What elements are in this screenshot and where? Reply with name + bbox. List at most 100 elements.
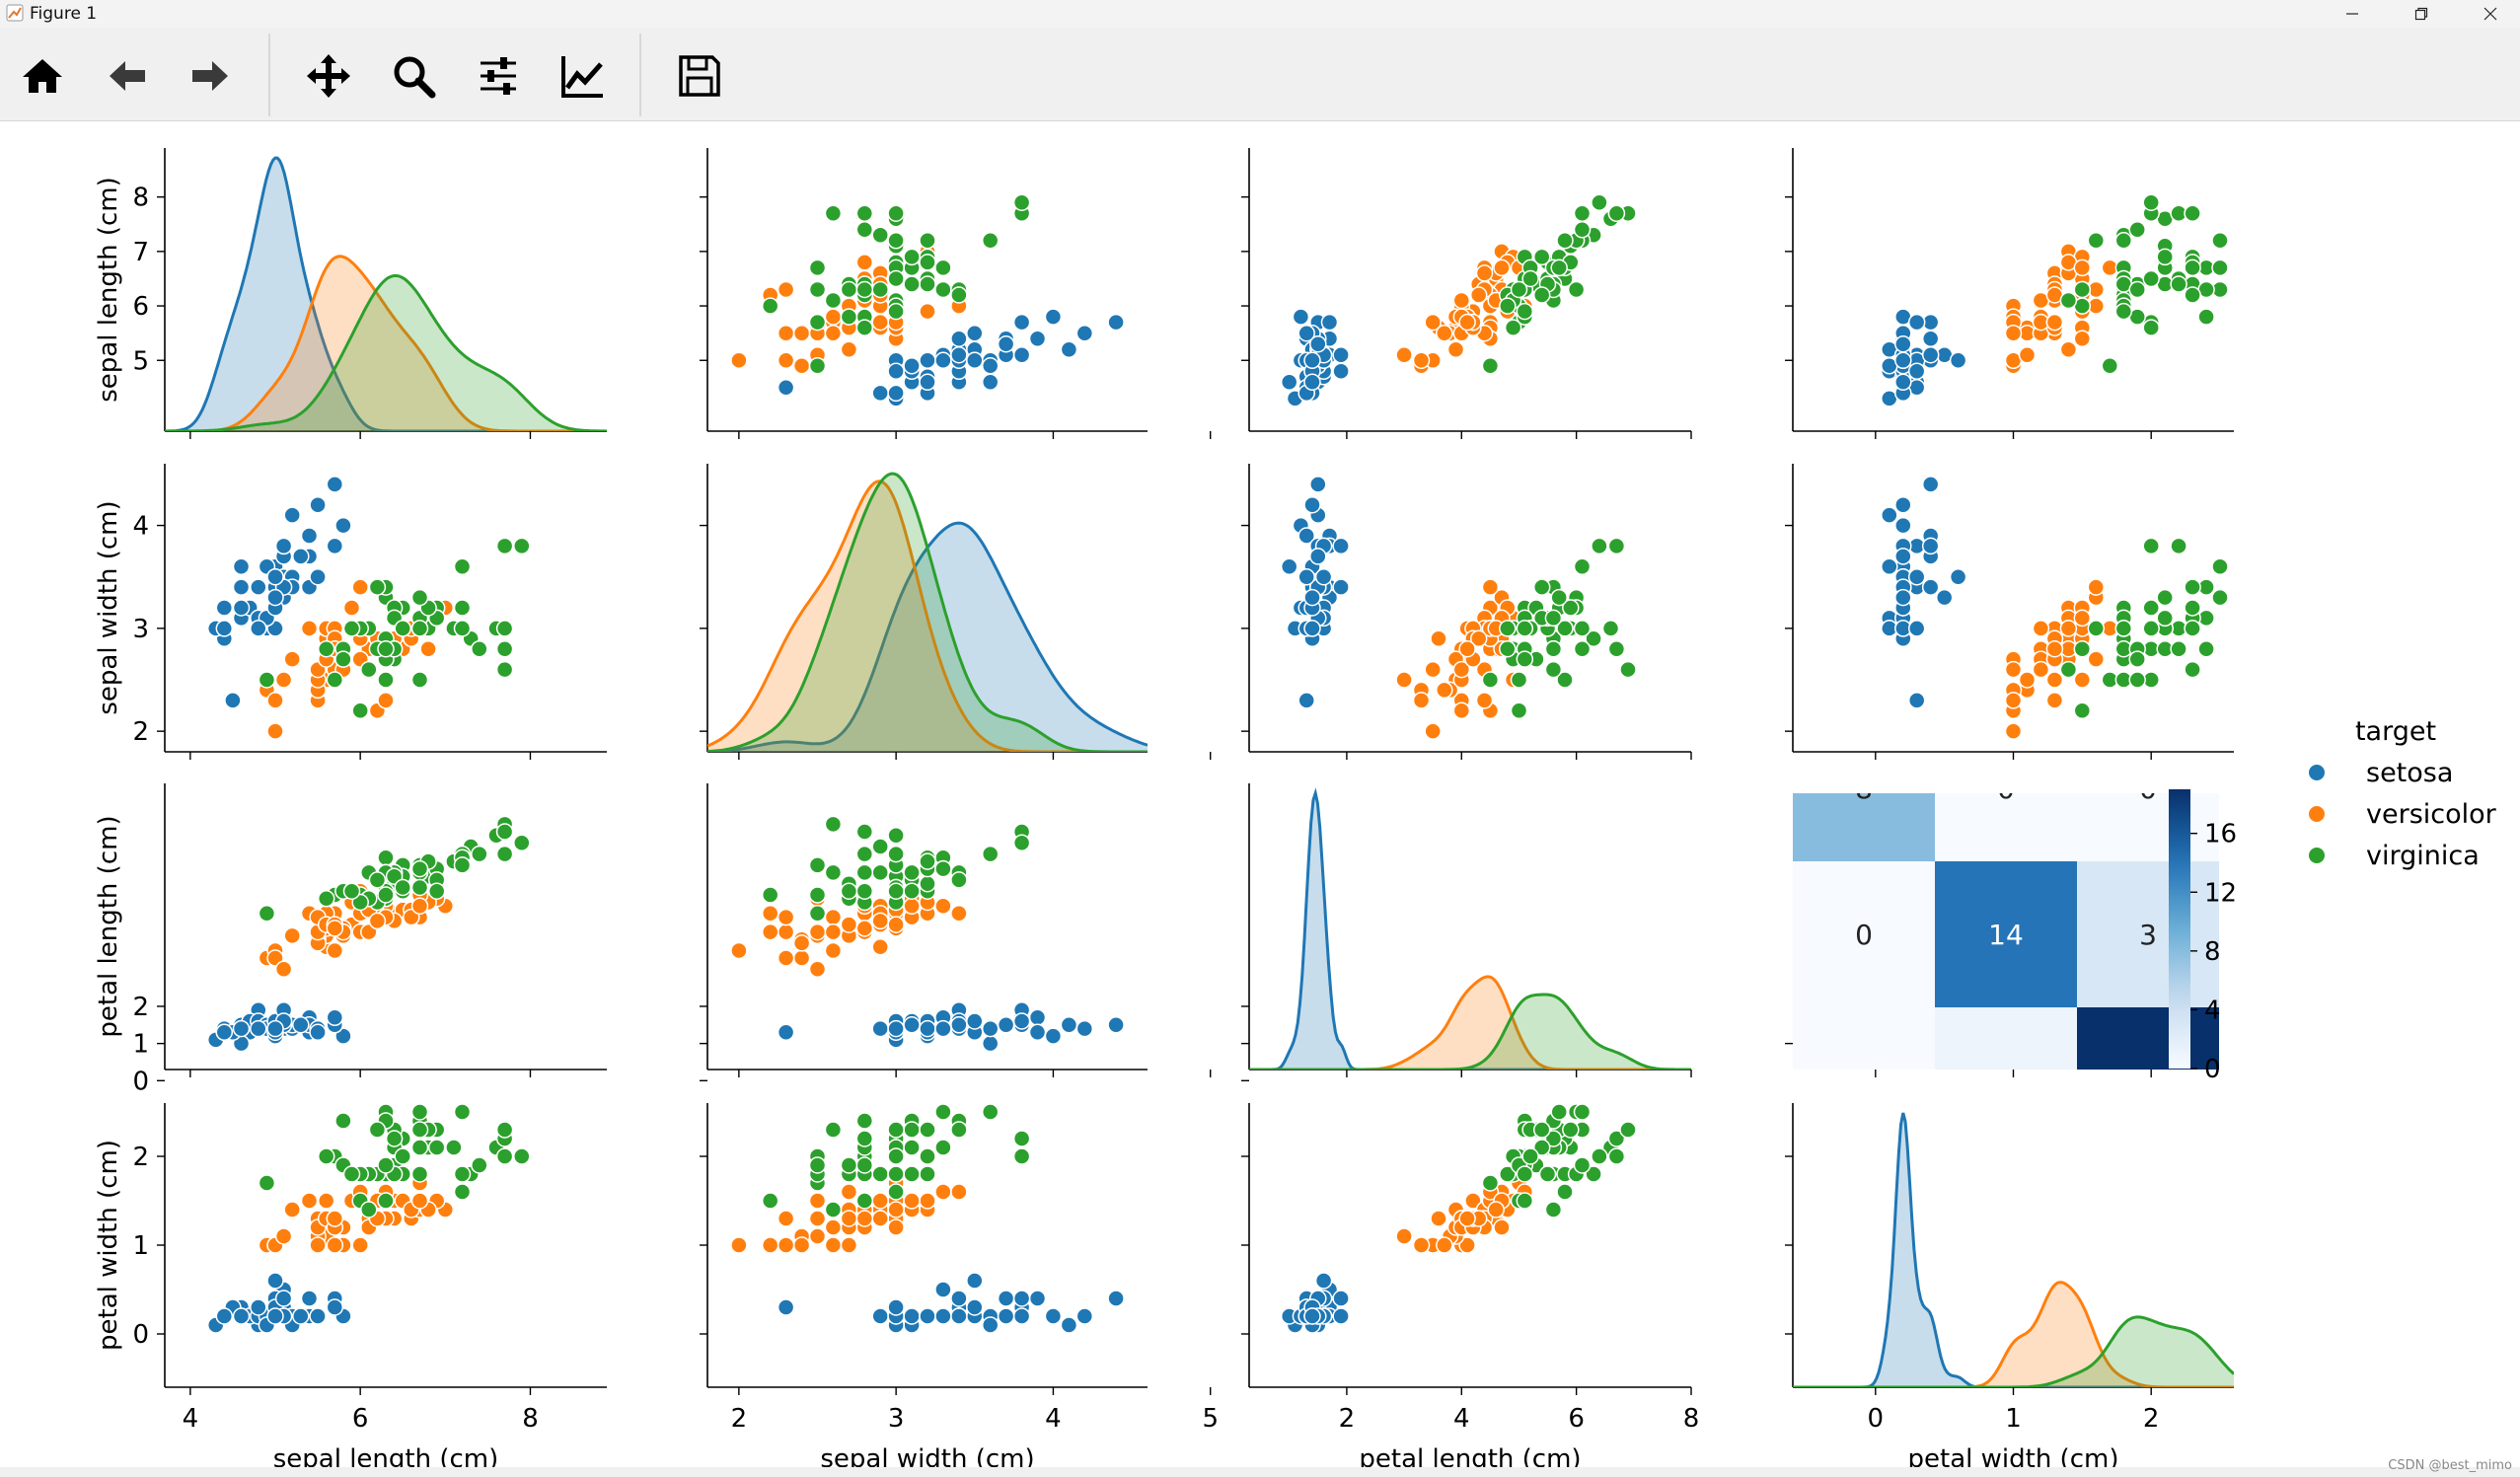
scatter-point-virginica xyxy=(1521,1147,1539,1165)
heatmap-value: 0 xyxy=(2139,773,2157,805)
save-button[interactable] xyxy=(669,45,730,107)
scatter-point-versicolor xyxy=(792,357,811,375)
scatter-point-virginica xyxy=(2128,280,2146,299)
scatter-point-virginica xyxy=(453,620,472,637)
scatter-point-virginica xyxy=(950,1121,968,1139)
scatter-point-versicolor xyxy=(824,308,843,326)
scatter-point-virginica xyxy=(1607,204,1626,222)
scatter-point-virginica xyxy=(1481,671,1500,689)
scatter-point-virginica xyxy=(360,1201,378,1219)
scatter-point-versicolor xyxy=(1458,313,1476,332)
scatter-point-virginica xyxy=(887,1121,905,1139)
scatter-point-setosa xyxy=(1332,1307,1350,1325)
back-button[interactable] xyxy=(97,45,158,107)
scatter-point-virginica xyxy=(1510,702,1528,720)
heatmap: 8 0 0 0 14 3 0 1 19 xyxy=(1793,773,2219,1097)
scatter-point-virginica xyxy=(1012,834,1031,852)
scatter-point-versicolor xyxy=(855,254,874,271)
scatter-point-setosa xyxy=(1280,373,1298,392)
scatter-point-setosa xyxy=(292,548,310,565)
scatter-point-setosa xyxy=(250,1019,267,1038)
scatter-point-virginica xyxy=(950,286,968,304)
scatter-point-virginica xyxy=(761,886,779,904)
scatter-point-virginica xyxy=(1544,609,1563,628)
scatter-point-virginica xyxy=(808,856,827,874)
scatter-point-virginica xyxy=(394,1147,411,1165)
scatter-plot xyxy=(1280,193,1637,407)
scatter-point-versicolor xyxy=(2004,660,2023,679)
scatter-point-versicolor xyxy=(2032,660,2050,679)
scatter-point-versicolor xyxy=(2004,722,2023,740)
restore-button[interactable] xyxy=(2392,0,2451,28)
scatter-point-versicolor xyxy=(300,620,319,637)
scatter-point-versicolor xyxy=(419,639,437,658)
scatter-point-virginica xyxy=(1499,620,1517,637)
scatter-point-virginica xyxy=(1607,537,1626,555)
scatter-point-versicolor xyxy=(351,1236,369,1254)
scatter-point-versicolor xyxy=(1458,639,1476,658)
scatter-point-versicolor xyxy=(1469,629,1488,648)
scatter-point-virginica xyxy=(410,878,429,897)
scatter-point-versicolor xyxy=(824,1236,843,1254)
scatter-point-virginica xyxy=(342,882,361,900)
minimize-button[interactable] xyxy=(2323,0,2382,28)
scatter-point-versicolor xyxy=(840,916,858,933)
heatmap-value: 1 xyxy=(1997,1065,2015,1097)
scatter-point-versicolor xyxy=(274,1227,293,1245)
scatter-point-setosa xyxy=(266,567,284,586)
scatter-point-virginica xyxy=(761,297,779,315)
scatter-point-virginica xyxy=(1585,629,1602,648)
x-tick-label: 4 xyxy=(1045,1404,1062,1434)
scatter-point-versicolor xyxy=(300,1192,319,1210)
scatter-point-virginica xyxy=(394,878,411,897)
scatter-point-virginica xyxy=(258,905,276,923)
scatter-point-setosa xyxy=(1894,516,1912,535)
scatter-point-virginica xyxy=(2184,599,2201,617)
scatter-point-setosa xyxy=(903,1016,921,1034)
scatter-point-setosa xyxy=(274,537,293,555)
close-icon xyxy=(2483,7,2497,21)
kde-line-setosa xyxy=(1249,787,1691,1070)
customize-button[interactable] xyxy=(553,45,614,107)
scatter-point-setosa xyxy=(1075,1019,1094,1038)
y-tick-label: 1 xyxy=(132,1030,149,1060)
scatter-plot xyxy=(1881,193,2229,407)
scatter-point-setosa xyxy=(1280,557,1298,576)
pan-button[interactable] xyxy=(298,45,359,107)
subplots-button[interactable] xyxy=(468,45,529,107)
scatter-point-versicolor xyxy=(871,313,889,332)
scatter-point-versicolor xyxy=(1436,324,1453,342)
scatter-point-virginica xyxy=(2059,660,2078,679)
scatter-point-virginica xyxy=(919,232,936,250)
heatmap-cell xyxy=(1935,1007,2078,1070)
scatter-point-virginica xyxy=(1499,639,1517,658)
scatter-point-virginica xyxy=(2073,280,2092,299)
scatter-point-virginica xyxy=(808,313,827,332)
scatter-point-setosa xyxy=(300,1290,319,1307)
scatter-point-virginica xyxy=(2101,357,2119,375)
subplot-r1-c1 xyxy=(700,464,1212,760)
arrow-left-icon xyxy=(110,61,145,91)
scatter-point-setosa xyxy=(1060,340,1078,358)
close-button[interactable] xyxy=(2461,0,2520,28)
zoom-button[interactable] xyxy=(383,45,444,107)
scatter-point-setosa xyxy=(966,1272,984,1290)
scatter-point-virginica xyxy=(855,882,874,900)
scatter-point-virginica xyxy=(887,1147,905,1165)
scatter-point-setosa xyxy=(919,351,936,370)
scatter-point-setosa xyxy=(1332,537,1350,555)
kde-fill-virginica xyxy=(1793,1316,2234,1387)
scatter-point-virginica xyxy=(1012,1147,1031,1165)
scatter-point-virginica xyxy=(495,537,514,555)
scatter-point-virginica xyxy=(1573,1103,1592,1121)
scatter-point-setosa xyxy=(326,1008,344,1027)
scatter-point-virginica xyxy=(887,1183,905,1201)
home-button[interactable] xyxy=(12,45,73,107)
forward-button[interactable] xyxy=(180,45,241,107)
scatter-point-virginica xyxy=(2170,537,2187,555)
scatter-point-versicolor xyxy=(1424,722,1442,740)
scatter-point-virginica xyxy=(855,319,874,336)
scatter-point-virginica xyxy=(840,280,858,299)
scatter-point-virginica xyxy=(2156,588,2174,607)
